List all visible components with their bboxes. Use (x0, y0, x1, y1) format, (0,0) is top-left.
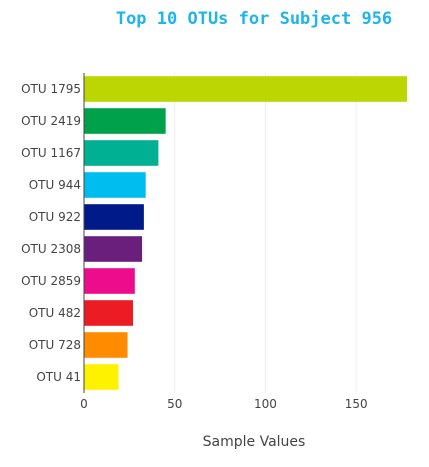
bar[interactable] (84, 172, 146, 198)
y-tick-label: OTU 944 (29, 178, 81, 192)
bar[interactable] (84, 140, 159, 166)
x-tick-label: 100 (254, 397, 277, 411)
bar[interactable] (84, 332, 128, 358)
bar[interactable] (84, 300, 133, 326)
bar[interactable] (84, 204, 144, 230)
x-tick-label: 50 (167, 397, 182, 411)
bars[interactable] (84, 76, 407, 390)
bar[interactable] (84, 364, 119, 390)
y-tick-label: OTU 2419 (21, 114, 81, 128)
x-tick-label: 150 (345, 397, 368, 411)
y-tick-label: OTU 922 (29, 210, 81, 224)
y-tick-label: OTU 2859 (21, 274, 81, 288)
x-axis-label: Sample Values (203, 434, 306, 450)
grid-lines (174, 73, 357, 393)
y-tick-label: OTU 482 (29, 306, 81, 320)
bar[interactable] (84, 268, 135, 294)
y-tick-label: OTU 2308 (21, 242, 81, 256)
y-tick-label: OTU 1795 (21, 82, 81, 96)
y-tick-labels: OTU 1795 OTU 2419 OTU 1167 OTU 944 OTU 922 OT… (21, 82, 81, 384)
x-tick-label: 0 (80, 397, 88, 411)
chart-title: Top 10 OTUs for Subject 956 (116, 9, 392, 29)
bar[interactable] (84, 236, 143, 262)
y-tick-label: OTU 41 (36, 370, 81, 384)
y-tick-label: OTU 1167 (21, 146, 81, 160)
x-tick-labels: 0 50 100 150 (80, 397, 367, 411)
y-tick-label: OTU 728 (29, 338, 81, 352)
bar[interactable] (84, 76, 407, 102)
bar[interactable] (84, 108, 166, 134)
